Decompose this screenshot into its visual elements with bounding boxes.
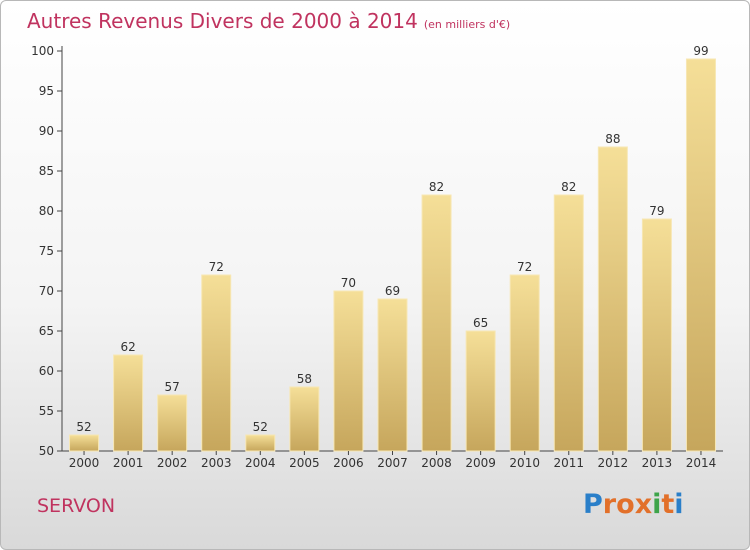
bar — [421, 194, 452, 452]
chart-title-unit: (en milliers d'€) — [423, 18, 511, 31]
x-tick-label: 2013 — [642, 456, 673, 470]
x-tick-label: 2014 — [686, 456, 717, 470]
y-tick-label: 80 — [39, 204, 54, 218]
bar-value-label: 79 — [649, 204, 664, 218]
x-tick-label: 2010 — [509, 456, 540, 470]
bar-value-label: 52 — [253, 420, 268, 434]
y-tick-label: 85 — [39, 164, 54, 178]
x-tick-label: 2006 — [333, 456, 364, 470]
bar — [597, 146, 628, 452]
x-tick-label: 2007 — [377, 456, 408, 470]
y-tick-label: 75 — [39, 244, 54, 258]
chart-title-main: Autres Revenus Divers de 2000 à 2014 — [27, 9, 418, 33]
logo-letter: x — [634, 489, 653, 520]
logo-letter: r — [602, 489, 617, 520]
logo-letter: i — [652, 489, 662, 520]
proxiti-logo: Proxiti — [583, 489, 684, 520]
bar — [113, 354, 144, 452]
y-tick-label: 90 — [39, 124, 54, 138]
y-tick-label: 100 — [31, 44, 54, 58]
bar — [201, 274, 232, 452]
x-tick-label: 2000 — [69, 456, 100, 470]
y-tick-label: 50 — [39, 444, 54, 458]
y-tick-label: 70 — [39, 284, 54, 298]
bar — [69, 434, 100, 452]
bar-value-label: 82 — [429, 180, 444, 194]
bar — [377, 298, 408, 452]
y-tick-label: 60 — [39, 364, 54, 378]
y-tick-label: 55 — [39, 404, 54, 418]
bar-value-label: 88 — [605, 132, 620, 146]
bar-value-label: 99 — [693, 44, 708, 58]
bar — [465, 330, 496, 452]
bar-value-label: 62 — [120, 340, 135, 354]
x-tick-label: 2003 — [201, 456, 232, 470]
bar — [685, 58, 716, 452]
x-tick-label: 2011 — [553, 456, 584, 470]
logo-letter: P — [583, 489, 603, 520]
bar-value-label: 65 — [473, 316, 488, 330]
logo-letter: i — [674, 489, 684, 520]
bar-value-label: 72 — [209, 260, 224, 274]
x-tick-label: 2012 — [598, 456, 629, 470]
x-tick-label: 2002 — [157, 456, 188, 470]
bar — [641, 218, 672, 452]
bar — [289, 386, 320, 452]
bar — [245, 434, 276, 452]
bar — [333, 290, 364, 452]
y-tick-label: 65 — [39, 324, 54, 338]
bar — [157, 394, 188, 452]
bar — [509, 274, 540, 452]
bar-value-label: 57 — [165, 380, 180, 394]
x-tick-label: 2008 — [421, 456, 452, 470]
bar — [553, 194, 584, 452]
bar-value-label: 52 — [76, 420, 91, 434]
logo-letter: t — [661, 489, 675, 520]
logo-letter: o — [616, 489, 635, 520]
x-tick-label: 2005 — [289, 456, 320, 470]
bar-value-label: 72 — [517, 260, 532, 274]
bar-value-label: 70 — [341, 276, 356, 290]
y-tick-label: 95 — [39, 84, 54, 98]
x-tick-label: 2004 — [245, 456, 276, 470]
commune-name: SERVON — [37, 495, 116, 517]
x-tick-label: 2009 — [465, 456, 496, 470]
bar-value-label: 82 — [561, 180, 576, 194]
x-tick-label: 2001 — [113, 456, 144, 470]
bar-value-label: 69 — [385, 284, 400, 298]
bar-value-label: 58 — [297, 372, 312, 386]
chart-title: Autres Revenus Divers de 2000 à 2014 (en … — [27, 9, 510, 33]
